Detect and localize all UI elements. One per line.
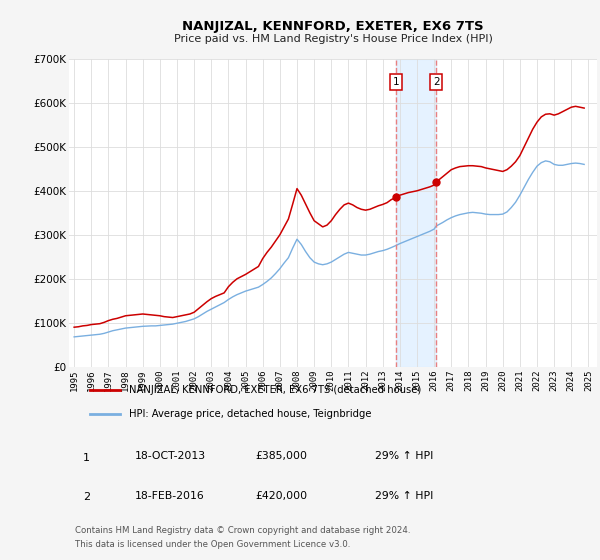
Text: 1: 1 bbox=[393, 77, 400, 87]
Text: 18-OCT-2013: 18-OCT-2013 bbox=[135, 451, 206, 461]
Text: 29% ↑ HPI: 29% ↑ HPI bbox=[375, 451, 433, 461]
Text: £420,000: £420,000 bbox=[255, 491, 307, 501]
Text: Price paid vs. HM Land Registry's House Price Index (HPI): Price paid vs. HM Land Registry's House … bbox=[173, 34, 493, 44]
Text: 18-FEB-2016: 18-FEB-2016 bbox=[135, 491, 205, 501]
Text: NANJIZAL, KENNFORD, EXETER, EX6 7TS (detached house): NANJIZAL, KENNFORD, EXETER, EX6 7TS (det… bbox=[128, 385, 421, 395]
Text: HPI: Average price, detached house, Teignbridge: HPI: Average price, detached house, Teig… bbox=[128, 408, 371, 418]
Text: 1: 1 bbox=[83, 453, 90, 463]
Text: 2: 2 bbox=[433, 77, 440, 87]
Text: NANJIZAL, KENNFORD, EXETER, EX6 7TS: NANJIZAL, KENNFORD, EXETER, EX6 7TS bbox=[182, 20, 484, 32]
Bar bbox=[396, 59, 436, 367]
Text: 29% ↑ HPI: 29% ↑ HPI bbox=[375, 491, 433, 501]
Text: 2: 2 bbox=[83, 492, 90, 502]
Text: This data is licensed under the Open Government Licence v3.0.: This data is licensed under the Open Gov… bbox=[75, 540, 350, 549]
Text: £385,000: £385,000 bbox=[255, 451, 307, 461]
Text: Contains HM Land Registry data © Crown copyright and database right 2024.: Contains HM Land Registry data © Crown c… bbox=[75, 526, 410, 535]
